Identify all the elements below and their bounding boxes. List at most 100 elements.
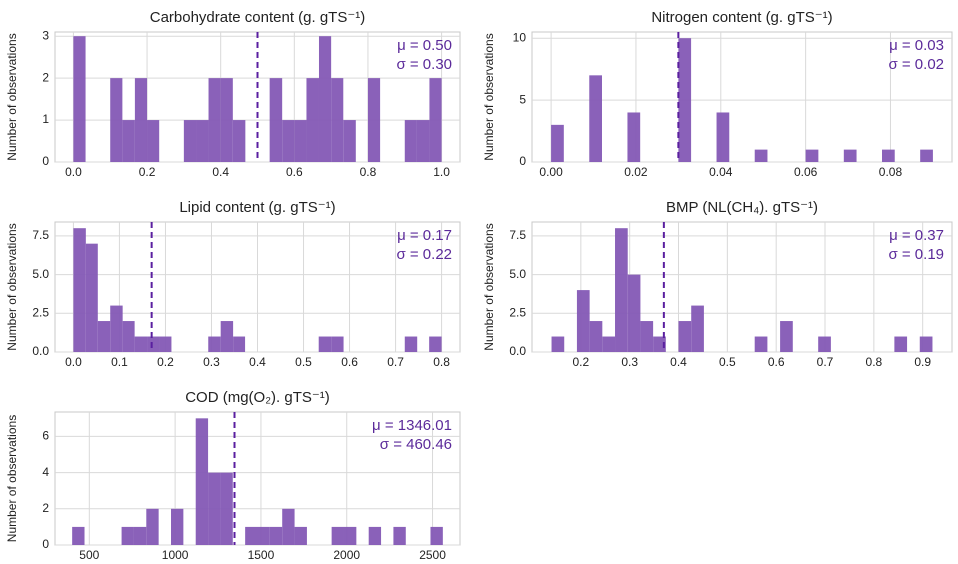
bar [429,78,442,162]
bar [294,526,307,545]
bar [602,336,616,352]
x-tick-label: 0.04 [709,165,733,179]
chart-title: Carbohydrate content (g. gTS⁻¹) [150,9,366,26]
bar [220,472,233,545]
bar [393,526,406,545]
x-tick-label: 0.4 [670,355,687,369]
bar [576,290,590,352]
bar [780,321,793,352]
bar [183,120,197,162]
bar [245,526,258,545]
x-tick-label: 0.5 [719,355,736,369]
x-tick-label: 0.7 [387,355,404,369]
chart-title: Lipid content (g. gTS⁻¹) [179,199,335,216]
bar [147,336,160,352]
x-tick-label: 0.02 [624,165,648,179]
x-tick-label: 1500 [248,548,275,562]
std-label: σ = 0.30 [396,56,452,73]
x-tick-label: 2000 [333,548,360,562]
x-tick-label: 0.2 [157,355,174,369]
bar [805,149,819,162]
x-tick-label: 0.7 [817,355,834,369]
bar [134,336,148,352]
x-tick-label: 0.9 [914,355,931,369]
y-axis-label: Number of observations [5,415,19,542]
chart-title: BMP (NL(CH₄). gTS⁻¹) [666,199,818,216]
bar [147,120,160,162]
bar [282,120,295,162]
bar [331,336,344,352]
x-tick-label: 0.8 [866,355,883,369]
chart-title: Nitrogen content (g. gTS⁻¹) [651,9,832,26]
bar [146,508,159,545]
y-tick-label: 5 [519,92,526,106]
bar [551,124,564,162]
y-tick-label: 0 [519,154,526,168]
bar [122,321,135,352]
plot-area [54,411,461,546]
bar [220,78,233,162]
x-tick-label: 1.0 [433,165,450,179]
bar [818,336,831,352]
x-tick-label: 0.06 [794,165,818,179]
bar [343,120,356,162]
std-label: σ = 0.02 [888,56,944,73]
bar [133,526,147,545]
bar [208,336,221,352]
bar [282,508,295,545]
std-label: σ = 460.46 [380,436,452,453]
bar [97,321,111,352]
y-tick-label: 6 [42,429,49,443]
y-tick-label: 2.5 [509,305,526,319]
bar [627,274,641,352]
mean-label: μ = 0.50 [397,37,452,54]
y-tick-label: 7.5 [509,228,526,242]
bar [122,120,135,162]
x-tick-label: 0.8 [433,355,450,369]
x-tick-label: 0.1 [111,355,128,369]
chart-title: COD (mg(O₂). gTS⁻¹) [185,389,330,406]
bar [134,78,148,162]
y-tick-label: 2 [42,70,49,84]
bar [754,149,768,162]
y-tick-label: 0 [42,537,49,551]
bar [919,336,933,352]
y-tick-label: 1 [42,112,49,126]
bar [589,321,603,352]
x-tick-label: 0.3 [203,355,220,369]
y-axis-label: Number of observations [5,223,19,350]
x-tick-label: 0.4 [249,355,266,369]
bar [754,336,768,352]
bar [257,526,270,545]
y-tick-label: 2.5 [32,305,49,319]
bar [208,472,221,545]
bar [627,112,641,162]
bar [551,336,565,352]
x-tick-label: 0.6 [286,165,303,179]
y-tick-label: 10 [513,30,527,44]
bar [195,418,209,545]
x-tick-label: 0.2 [572,355,589,369]
y-tick-label: 4 [42,465,49,479]
bar [220,321,234,352]
x-tick-label: 0.4 [212,165,229,179]
bar [331,526,344,545]
y-tick-label: 7.5 [32,228,49,242]
y-axis-label: Number of observations [482,223,496,350]
x-tick-label: 0.08 [879,165,903,179]
bar [306,78,319,162]
bar [294,120,307,162]
y-tick-label: 0.0 [509,344,526,358]
bar [678,38,692,162]
bar [318,336,332,352]
bar [589,75,602,162]
x-tick-label: 0.6 [341,355,358,369]
bar [208,78,221,162]
bar [159,336,172,352]
y-tick-label: 3 [42,28,49,42]
bar [640,321,654,352]
x-tick-label: 0.3 [621,355,638,369]
bar [121,526,134,545]
bar [430,526,443,545]
